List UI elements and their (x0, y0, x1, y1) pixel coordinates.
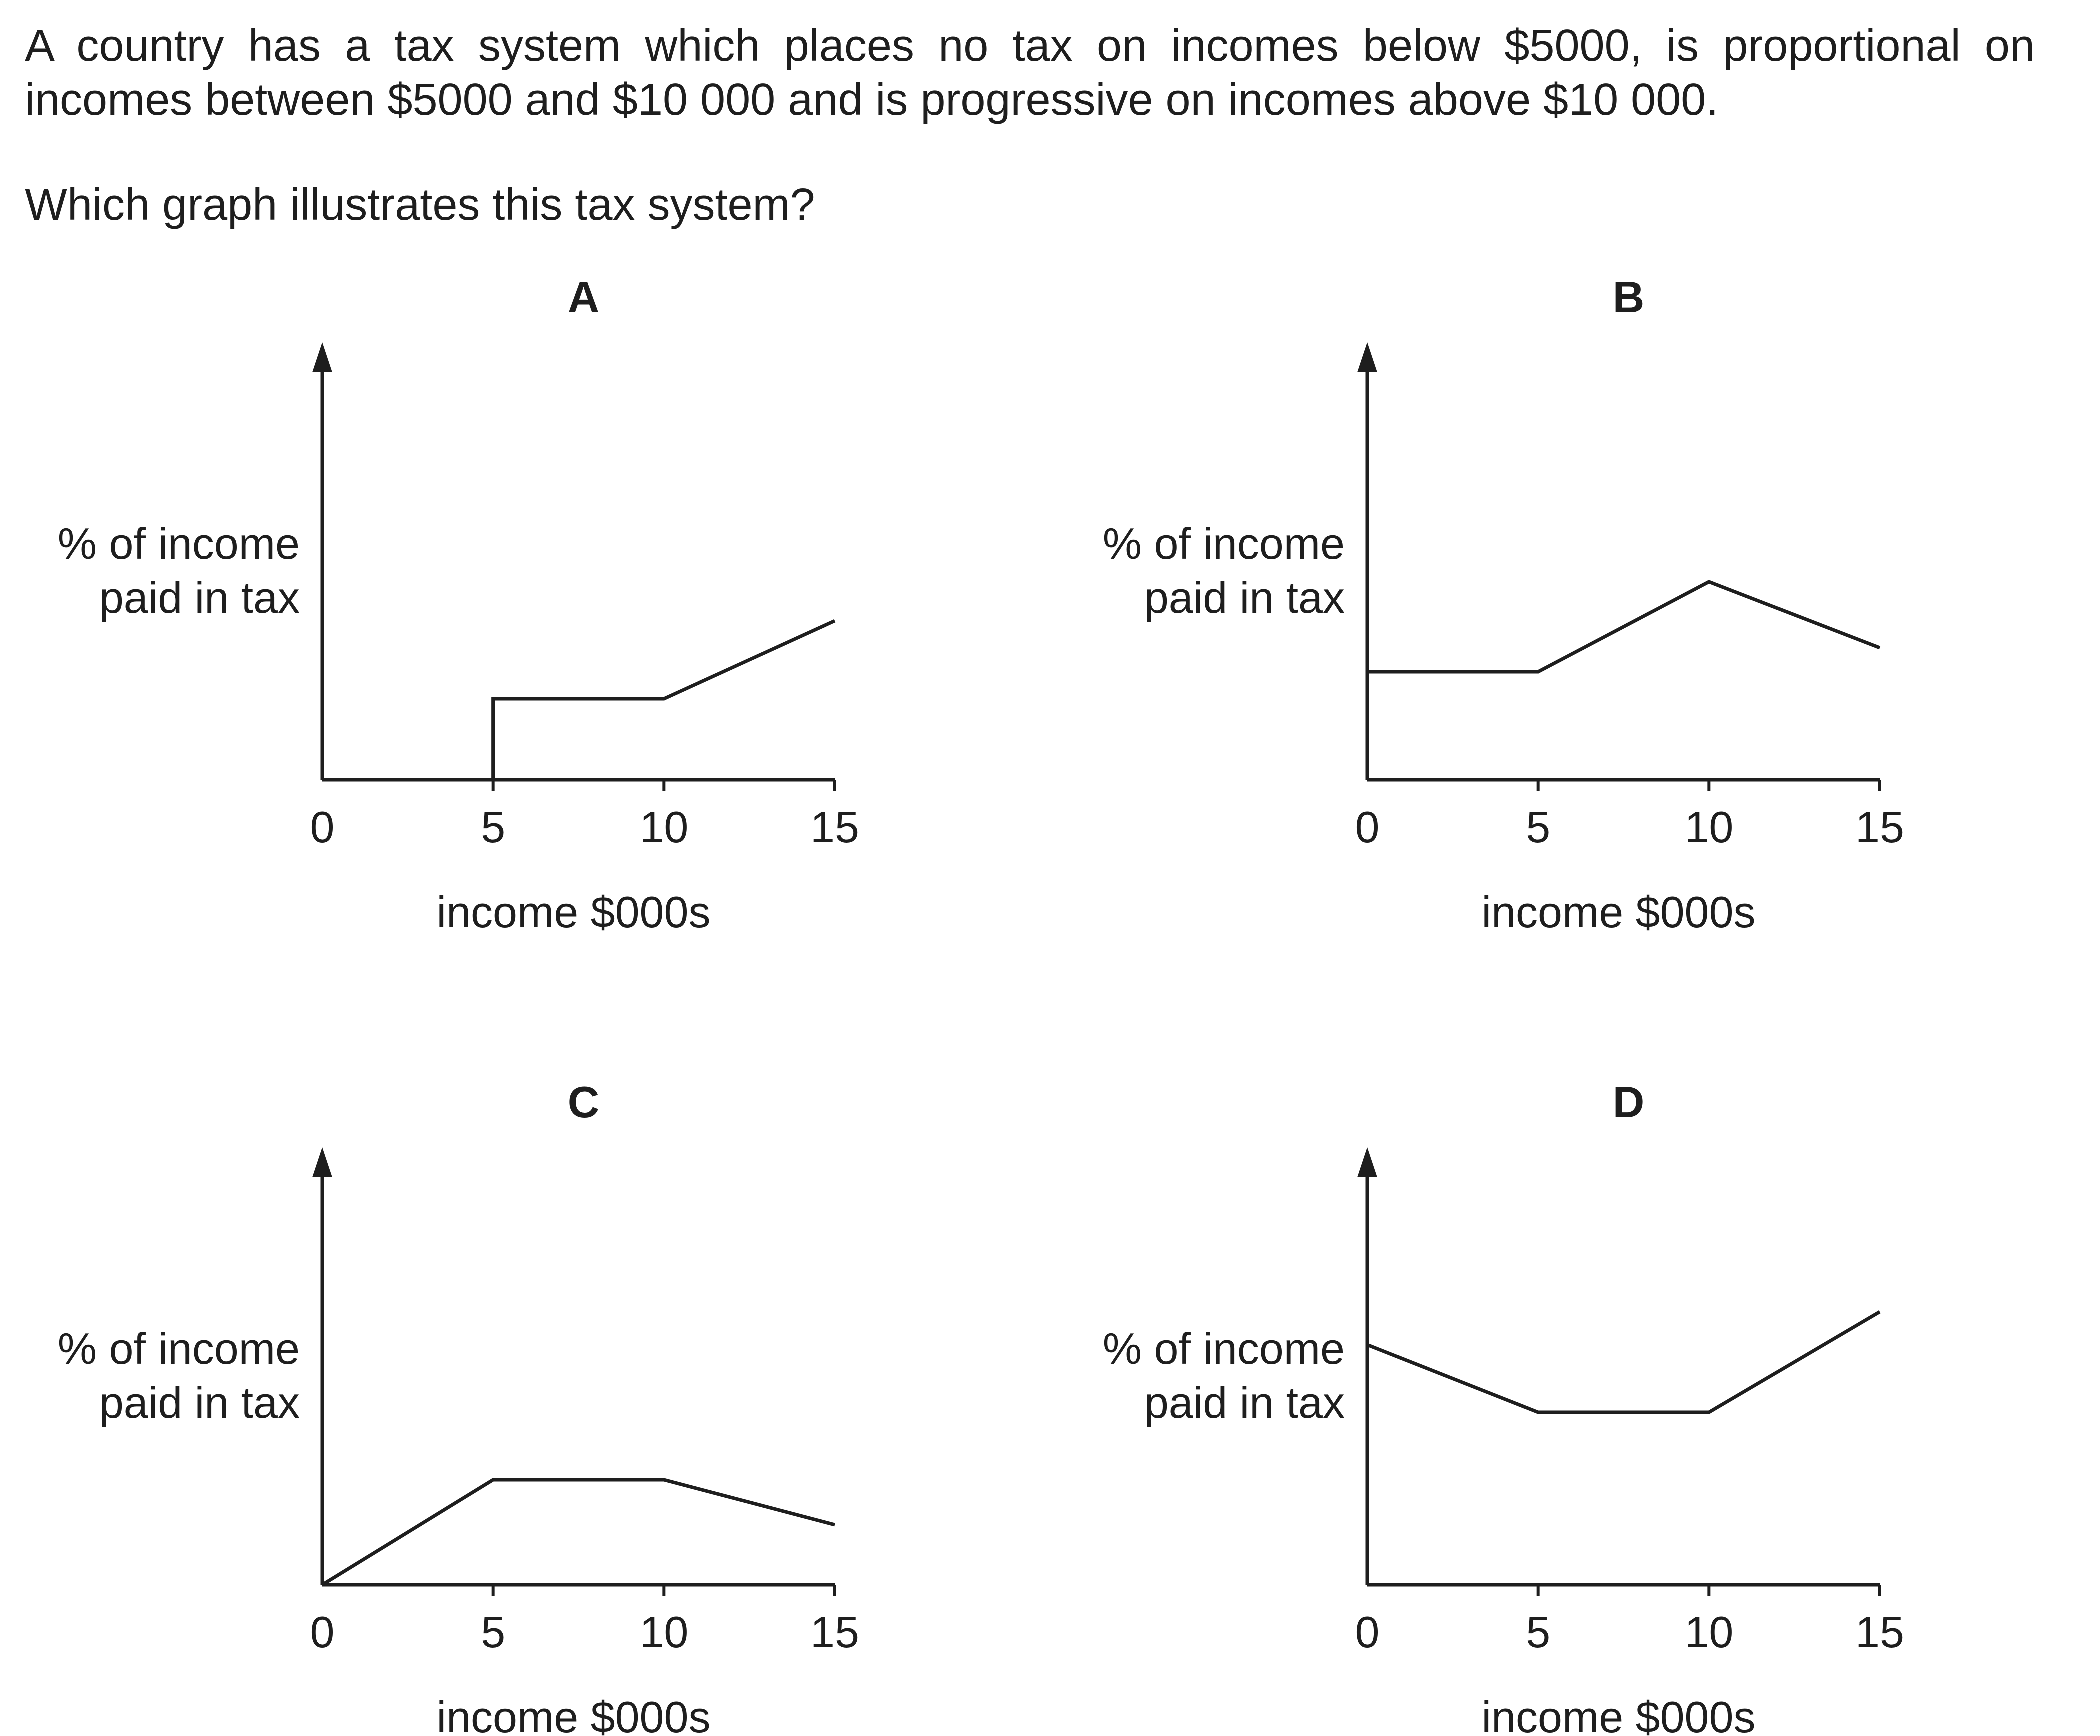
series-line (321, 1478, 835, 1586)
question-stem: A country has a tax system which places … (25, 19, 2035, 232)
x-axis-label: income $000s (437, 1692, 711, 1736)
panel-letter: B (1613, 272, 1645, 322)
x-tick-label: 0 (310, 802, 335, 852)
graph-panel-a: A % of income paid in tax 0 5 10 15 income $000… (0, 260, 1000, 937)
x-tick-label: 5 (481, 1607, 505, 1657)
x-tick-label: 15 (1855, 802, 1904, 852)
x-axis-label: income $000s (1482, 887, 1756, 937)
x-tick-label: 10 (1684, 802, 1733, 852)
y-axis-label: % of income paid in tax (1103, 519, 1345, 622)
y-axis-arrowhead (1357, 342, 1377, 372)
x-tick-label: 10 (1684, 1607, 1733, 1657)
x-axis-label: income $000s (1482, 1692, 1756, 1736)
x-tick-label: 15 (810, 1607, 859, 1657)
x-tick-label: 15 (810, 802, 859, 852)
chart-svg: C % of income paid in tax 0 5 10 15 income $000… (58, 1077, 859, 1736)
x-axis-label: income $000s (437, 887, 711, 937)
series-line (1366, 1310, 1881, 1414)
x-tick-label: 15 (1855, 1607, 1904, 1657)
x-tick-label: 0 (1355, 802, 1380, 852)
graph-panel-b: B % of income paid in tax 0 5 10 15 income $000… (1045, 260, 2045, 937)
chart-svg: A % of income paid in tax 0 5 10 15 income $000… (58, 272, 859, 937)
stem-line-2: incomes between $5000 and $10 000 and is… (25, 75, 1719, 125)
panel-letter: C (568, 1077, 600, 1127)
y-axis-label: % of income paid in tax (58, 1324, 300, 1427)
x-tick-label: 5 (481, 802, 505, 852)
y-axis-arrowhead (312, 342, 332, 372)
series-line (1367, 580, 1881, 674)
y-axis-arrowhead (312, 1147, 332, 1177)
chart-svg: D % of income paid in tax 0 5 10 15 income $000… (1103, 1077, 1904, 1736)
graph-panel-c: C % of income paid in tax 0 5 10 15 income $000… (0, 1065, 1000, 1736)
series-line (322, 619, 836, 782)
x-tick-label: 10 (639, 1607, 688, 1657)
x-tick-label: 5 (1526, 802, 1550, 852)
stem-line-1: A country has a tax system which places … (25, 21, 2035, 71)
panel-letter: A (568, 272, 600, 322)
x-tick-label: 0 (1355, 1607, 1380, 1657)
panel-letter: D (1613, 1077, 1645, 1127)
y-axis-label: % of income paid in tax (1103, 1324, 1345, 1427)
x-tick-label: 10 (639, 802, 688, 852)
chart-svg: B % of income paid in tax 0 5 10 15 income $000… (1103, 272, 1904, 937)
y-axis-arrowhead (1357, 1147, 1377, 1177)
y-axis-label: % of income paid in tax (58, 519, 300, 622)
x-tick-label: 0 (310, 1607, 335, 1657)
x-tick-label: 5 (1526, 1607, 1550, 1657)
question-prompt: Which graph illustrates this tax system? (25, 180, 815, 230)
graph-panel-d: D % of income paid in tax 0 5 10 15 income $000… (1045, 1065, 2045, 1736)
